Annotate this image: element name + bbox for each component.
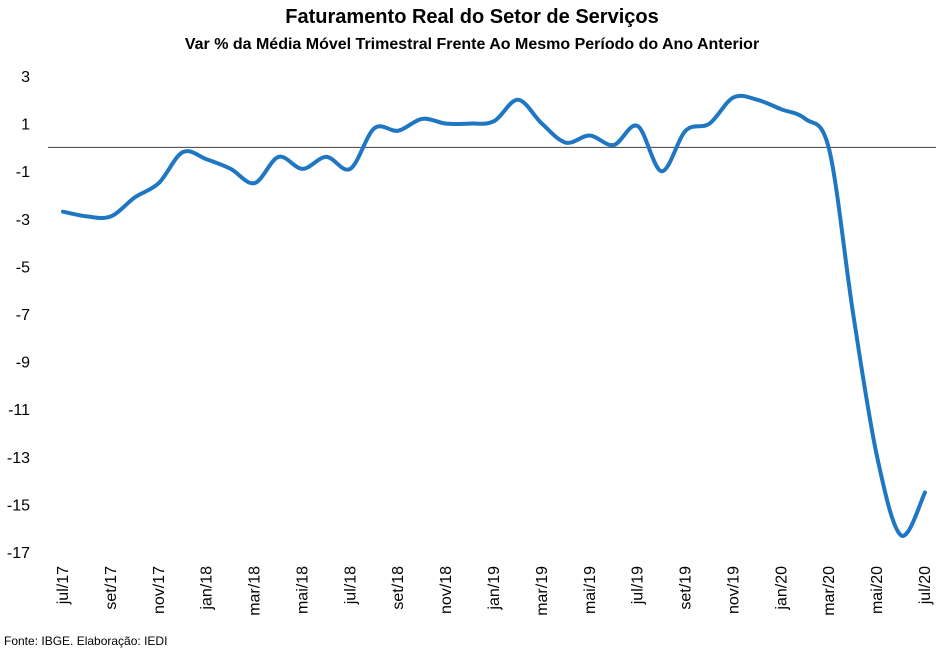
x-tick-label: mar/20: [821, 566, 838, 616]
source-note: Fonte: IBGE. Elaboração: IEDI: [4, 634, 168, 648]
x-tick-label: jan/19: [486, 566, 503, 611]
x-tick-label: mar/18: [247, 566, 264, 616]
x-tick-label: jul/18: [342, 566, 359, 605]
x-tick-label: mar/19: [534, 566, 551, 616]
x-tick-label: set/19: [678, 566, 695, 610]
x-tick-label: mai/18: [294, 566, 311, 614]
y-tick-label: -1: [16, 164, 30, 181]
y-tick-label: -13: [7, 450, 30, 467]
y-tick-label: -9: [16, 355, 30, 372]
x-axis-tick-labels: jul/17 set/17 nov/17 jan/18 mar/18 mai/18 jul/…: [55, 566, 934, 616]
x-tick-label: jul/17: [55, 566, 72, 605]
y-tick-label: -3: [16, 212, 30, 229]
series-layer: [61, 93, 927, 538]
x-tick-label: nov/17: [151, 566, 168, 614]
x-tick-label: jul/19: [630, 566, 647, 605]
y-tick-label: -7: [16, 307, 30, 324]
x-tick-label: nov/18: [438, 566, 455, 614]
x-tick-label: jul/20: [917, 566, 934, 605]
chart-title: Faturamento Real do Setor de Serviços: [285, 6, 659, 28]
x-tick-label: nov/19: [725, 566, 742, 614]
x-tick-label: set/18: [390, 566, 407, 610]
y-tick-label: 3: [21, 69, 30, 86]
x-tick-label: mai/19: [582, 566, 599, 614]
y-tick-label: -15: [7, 497, 30, 514]
series-line: [61, 93, 927, 538]
x-tick-label: mai/20: [869, 566, 886, 614]
x-tick-label: jan/20: [773, 566, 790, 611]
y-tick-label: -11: [8, 402, 30, 419]
y-axis-tick-labels: 3 1 -1 -3 -5 -7 -9 -11 -13 -15 -17: [7, 69, 30, 562]
x-tick-label: set/17: [103, 566, 120, 610]
y-tick-label: -17: [7, 545, 30, 562]
x-tick-label: jan/18: [199, 566, 216, 611]
y-tick-label: -5: [16, 259, 30, 276]
y-tick-label: 1: [21, 117, 30, 134]
chart-subtitle: Var % da Média Móvel Trimestral Frente A…: [184, 36, 760, 53]
